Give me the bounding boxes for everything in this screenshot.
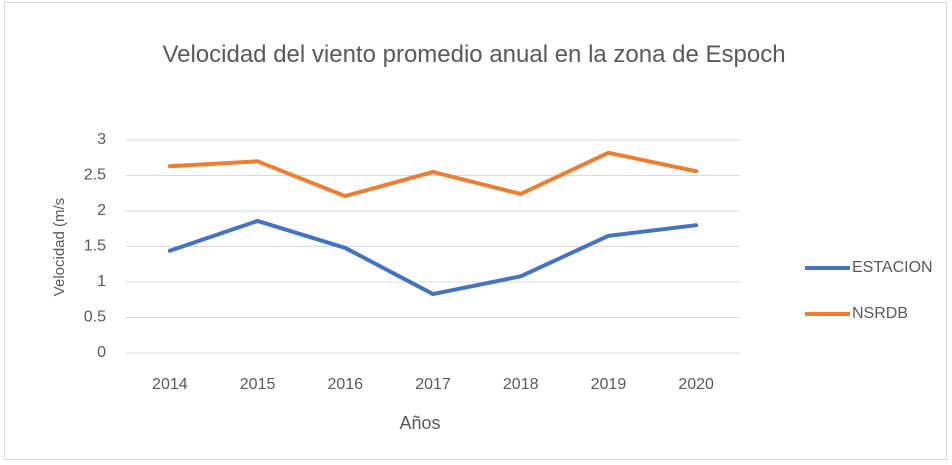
- legend-label: NSRDB: [852, 305, 908, 322]
- chart-frame: [4, 2, 947, 460]
- x-tick-label: 2014: [152, 376, 188, 393]
- x-tick-label: 2018: [503, 376, 539, 393]
- y-axis-label: Velocidad (m/s: [51, 198, 68, 296]
- y-tick-label: 0.5: [84, 309, 106, 326]
- chart-title: Velocidad del viento promedio anual en l…: [162, 41, 786, 68]
- x-tick-label: 2020: [678, 376, 714, 393]
- y-tick-label: 0: [97, 344, 106, 361]
- x-tick-label: 2016: [327, 376, 363, 393]
- y-tick-label: 1.5: [84, 238, 106, 255]
- x-tick-label: 2019: [591, 376, 627, 393]
- data-line: [167, 150, 699, 199]
- x-tick-label: 2017: [415, 376, 451, 393]
- x-axis-label: Años: [399, 413, 440, 433]
- y-tick-label: 1: [97, 273, 106, 290]
- legend-label: ESTACION: [852, 259, 933, 276]
- y-tick-label: 2: [97, 202, 106, 219]
- y-tick-label: 2.5: [84, 167, 106, 184]
- data-line: [167, 218, 699, 297]
- x-tick-label: 2015: [240, 376, 276, 393]
- y-tick-label: 3: [97, 131, 106, 148]
